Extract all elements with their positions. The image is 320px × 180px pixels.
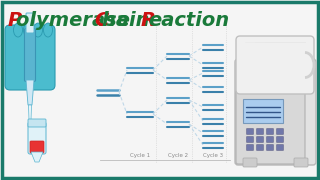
FancyBboxPatch shape xyxy=(294,158,308,167)
FancyBboxPatch shape xyxy=(28,122,46,154)
Text: C: C xyxy=(94,11,108,30)
FancyBboxPatch shape xyxy=(276,136,284,143)
FancyBboxPatch shape xyxy=(25,28,36,82)
Text: olymerase: olymerase xyxy=(16,11,137,30)
FancyBboxPatch shape xyxy=(267,145,274,150)
FancyBboxPatch shape xyxy=(257,136,263,143)
Text: R: R xyxy=(140,11,156,30)
FancyBboxPatch shape xyxy=(257,129,263,134)
Text: Cycle 2: Cycle 2 xyxy=(168,153,188,158)
FancyBboxPatch shape xyxy=(236,90,305,164)
Ellipse shape xyxy=(23,23,33,37)
Ellipse shape xyxy=(13,23,22,37)
Text: P: P xyxy=(8,11,22,30)
Ellipse shape xyxy=(34,23,43,37)
Polygon shape xyxy=(31,152,43,162)
FancyBboxPatch shape xyxy=(26,13,34,33)
FancyBboxPatch shape xyxy=(267,129,274,134)
FancyBboxPatch shape xyxy=(246,129,253,134)
Polygon shape xyxy=(26,80,34,105)
Text: eaction: eaction xyxy=(148,11,229,30)
FancyBboxPatch shape xyxy=(257,145,263,150)
Text: Cycle 1: Cycle 1 xyxy=(130,153,150,158)
FancyBboxPatch shape xyxy=(30,141,44,153)
Ellipse shape xyxy=(44,23,52,37)
Text: hain: hain xyxy=(102,11,156,30)
FancyBboxPatch shape xyxy=(28,119,46,127)
FancyBboxPatch shape xyxy=(236,36,314,94)
FancyBboxPatch shape xyxy=(276,129,284,134)
Polygon shape xyxy=(28,105,31,120)
FancyBboxPatch shape xyxy=(243,158,257,167)
FancyBboxPatch shape xyxy=(276,145,284,150)
FancyBboxPatch shape xyxy=(246,136,253,143)
FancyBboxPatch shape xyxy=(267,136,274,143)
FancyBboxPatch shape xyxy=(5,25,55,90)
Text: Cycle 3: Cycle 3 xyxy=(203,153,223,158)
FancyBboxPatch shape xyxy=(235,59,316,165)
FancyBboxPatch shape xyxy=(246,145,253,150)
FancyBboxPatch shape xyxy=(243,99,283,123)
